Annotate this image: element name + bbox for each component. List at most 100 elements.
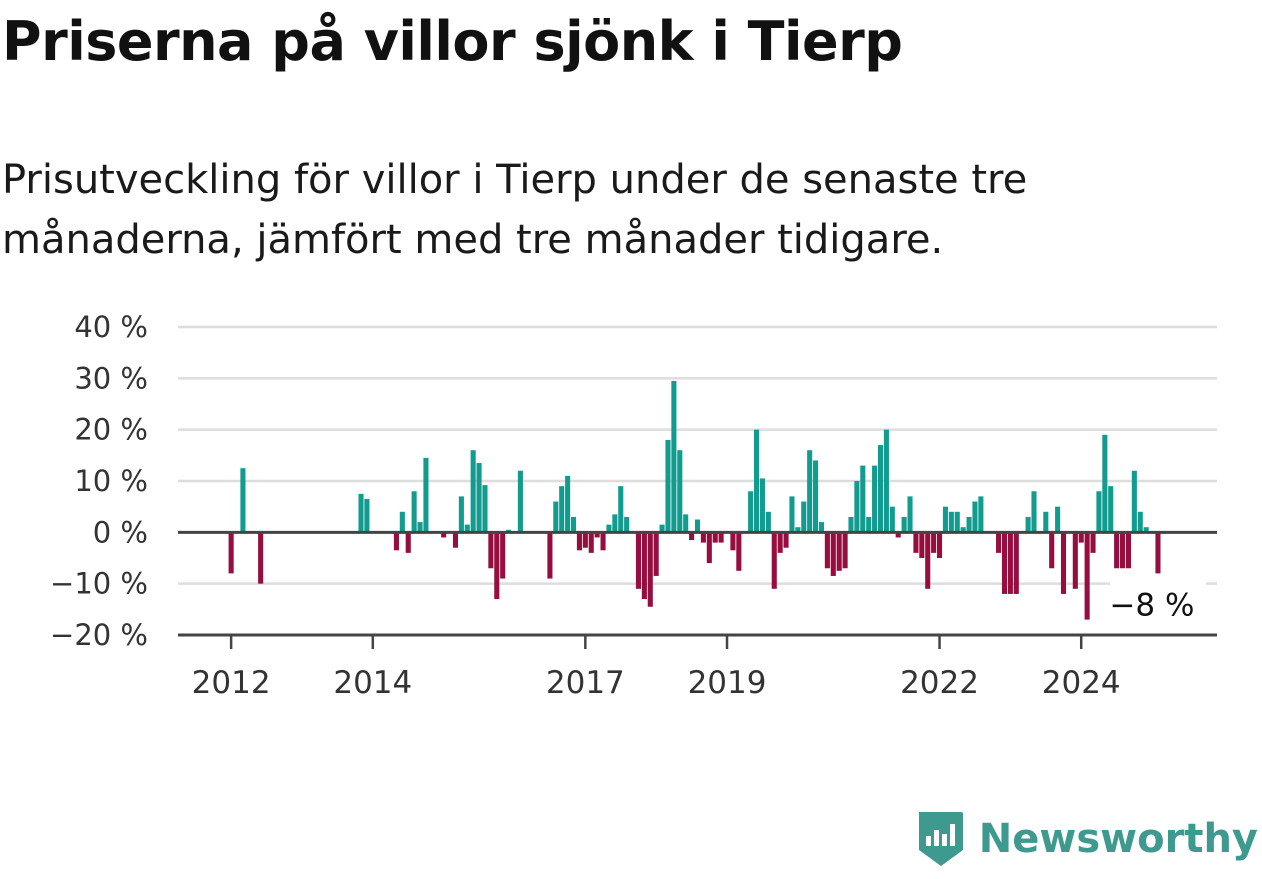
bar bbox=[517, 470, 523, 533]
bar bbox=[399, 511, 405, 533]
bar bbox=[754, 429, 760, 533]
bar bbox=[364, 498, 370, 533]
bar bbox=[872, 465, 878, 533]
bar bbox=[818, 522, 825, 533]
bar bbox=[848, 516, 854, 533]
bar bbox=[842, 532, 848, 569]
annotation-background bbox=[1109, 581, 1206, 626]
bar bbox=[996, 532, 1002, 553]
bar bbox=[789, 496, 795, 533]
bar bbox=[1155, 532, 1161, 574]
bar bbox=[683, 514, 689, 533]
bar bbox=[1060, 532, 1067, 594]
bar bbox=[594, 532, 600, 538]
bar bbox=[960, 527, 966, 533]
bar bbox=[1137, 511, 1143, 533]
bar bbox=[1125, 532, 1131, 569]
bar bbox=[1007, 532, 1013, 594]
y-tick-label: 30 % bbox=[74, 361, 148, 395]
bar bbox=[895, 532, 901, 538]
bar bbox=[358, 493, 364, 533]
bar bbox=[553, 501, 559, 533]
bar bbox=[1143, 527, 1149, 533]
bar bbox=[954, 511, 960, 533]
bar bbox=[441, 532, 447, 538]
bar bbox=[1084, 532, 1090, 620]
bar bbox=[677, 450, 683, 533]
bar bbox=[641, 532, 647, 600]
bar bbox=[411, 491, 417, 533]
x-tick-label: 2022 bbox=[900, 665, 979, 701]
y-tick-label: 20 % bbox=[74, 413, 148, 447]
bar bbox=[972, 501, 978, 533]
bar bbox=[913, 532, 919, 553]
bar bbox=[748, 491, 754, 533]
bar bbox=[588, 532, 594, 553]
x-tick-label: 2012 bbox=[192, 665, 271, 701]
bar bbox=[482, 485, 488, 533]
bar bbox=[582, 532, 588, 548]
bar bbox=[700, 532, 706, 543]
bar bbox=[1001, 532, 1008, 594]
bar bbox=[606, 524, 612, 533]
bar bbox=[671, 380, 677, 533]
bar bbox=[647, 532, 653, 607]
chart-subtitle: Prisutveckling för villor i Tierp under … bbox=[2, 157, 1028, 263]
bar bbox=[488, 532, 494, 569]
bar bbox=[777, 532, 783, 553]
bar bbox=[706, 532, 712, 564]
bar bbox=[559, 486, 565, 533]
bar bbox=[836, 532, 842, 571]
bar bbox=[813, 460, 819, 533]
newsworthy-bar-chart-icon bbox=[918, 812, 963, 866]
bar bbox=[405, 532, 411, 553]
bar bbox=[736, 532, 742, 571]
bar bbox=[1055, 506, 1061, 533]
bar bbox=[730, 532, 736, 551]
bar bbox=[618, 486, 624, 533]
bar bbox=[600, 532, 606, 551]
bar bbox=[942, 506, 948, 533]
bar bbox=[925, 532, 931, 589]
bar bbox=[1114, 532, 1120, 569]
bar bbox=[547, 532, 553, 579]
bar bbox=[978, 496, 984, 533]
x-tick-label: 2024 bbox=[1042, 665, 1121, 701]
bar bbox=[919, 532, 925, 558]
bar bbox=[1096, 491, 1102, 533]
bar bbox=[452, 532, 458, 548]
bar bbox=[765, 511, 771, 533]
y-tick-label: −20 % bbox=[50, 618, 148, 652]
bar bbox=[476, 463, 482, 533]
bar bbox=[1120, 532, 1126, 569]
bar bbox=[1031, 491, 1037, 533]
bar bbox=[464, 524, 470, 533]
bar bbox=[877, 445, 884, 533]
bar bbox=[854, 481, 860, 533]
tick-labels: 40 % 30 % 20 % 10 % 0 % −10 % −20 % 2012 2014 201… bbox=[50, 310, 1206, 701]
bar bbox=[500, 532, 506, 579]
bar bbox=[624, 516, 630, 533]
y-tick-label: −10 % bbox=[50, 567, 148, 601]
bar bbox=[565, 475, 571, 533]
bar bbox=[258, 532, 264, 584]
bar bbox=[1072, 532, 1078, 589]
bar bbox=[240, 468, 246, 533]
bar bbox=[937, 532, 943, 558]
bar bbox=[665, 439, 671, 533]
y-tick-label: 0 % bbox=[93, 515, 148, 549]
bar bbox=[494, 532, 500, 600]
bar bbox=[771, 532, 777, 589]
bar bbox=[783, 532, 789, 548]
x-tick-label: 2019 bbox=[688, 665, 767, 701]
bar bbox=[423, 457, 429, 533]
bar bbox=[458, 496, 464, 533]
bar bbox=[694, 519, 701, 533]
bar bbox=[1108, 486, 1114, 533]
bar bbox=[807, 450, 813, 533]
bar bbox=[883, 429, 889, 533]
bar bbox=[1090, 532, 1096, 553]
newsworthy-logo: Newsworthy bbox=[915, 809, 1258, 869]
bar bbox=[1013, 532, 1019, 594]
